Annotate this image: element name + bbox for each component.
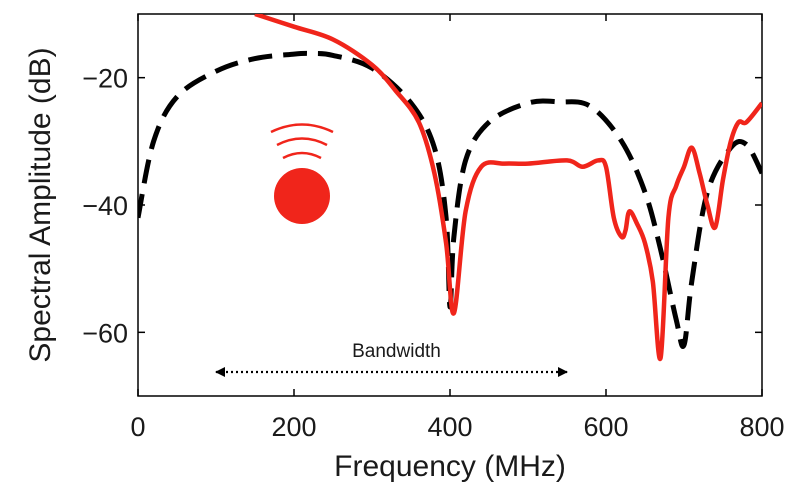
y-tick-label: −40 [82, 191, 128, 221]
x-tick-label: 800 [739, 412, 784, 442]
x-tick-label: 600 [583, 412, 628, 442]
bandwidth-annotation: Bandwidth [215, 341, 568, 377]
axis-ticks: 0 200 400 600 800 −60 −40 −20 [82, 14, 785, 442]
series-layer [138, 14, 762, 362]
x-tick-label: 400 [427, 412, 472, 442]
signal-wave-middle [276, 137, 328, 147]
signal-icon [270, 123, 334, 224]
signal-source-dot [274, 168, 330, 224]
x-tick-label: 0 [130, 412, 145, 442]
y-axis-label: Spectral Amplitude (dB) [24, 47, 57, 362]
y-tick-label: −20 [82, 64, 128, 94]
x-axis-label: Frequency (MHz) [334, 450, 566, 483]
x-tick-label: 200 [271, 412, 316, 442]
bandwidth-label: Bandwidth [352, 341, 441, 362]
dashed-series-line [138, 50, 762, 349]
signal-wave-inner [282, 151, 322, 160]
y-tick-label: −60 [82, 318, 128, 348]
signal-wave-outer [270, 123, 334, 134]
red-series-line [254, 14, 762, 362]
